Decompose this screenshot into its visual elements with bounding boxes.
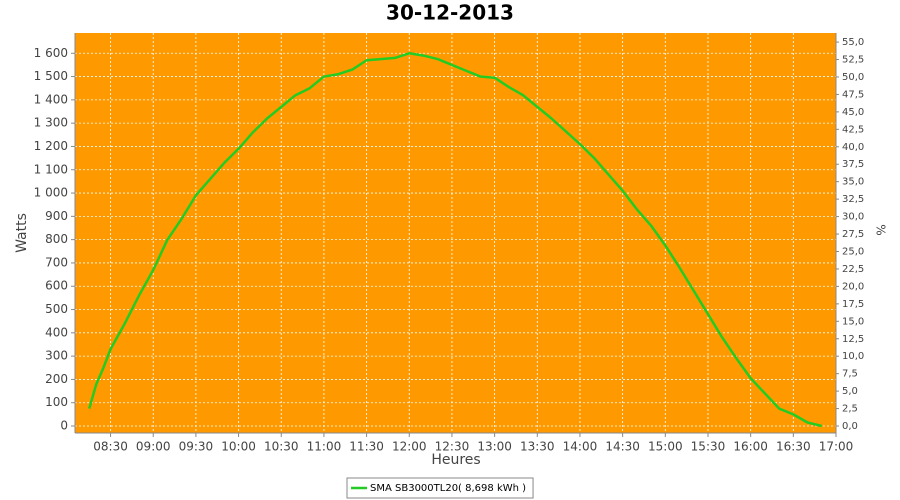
y-tick-label: 1 100 (34, 162, 68, 176)
y2-tick-label: 42,5 (842, 124, 864, 135)
x-tick-label: 14:00 (563, 440, 598, 454)
y2-tick-label: 35,0 (842, 177, 864, 188)
x-tick-label: 08:30 (93, 440, 128, 454)
x-tick-label: 10:00 (221, 440, 256, 454)
x-axis-label: Heures (431, 452, 480, 468)
x-tick-label: 09:00 (136, 440, 171, 454)
y2-tick-label: 30,0 (842, 212, 864, 223)
x-tick-label: 14:30 (605, 440, 640, 454)
y-tick-label: 300 (45, 349, 68, 363)
x-tick-label: 16:30 (776, 440, 811, 454)
y2-tick-label: 40,0 (842, 142, 864, 153)
x-tick-label: 15:00 (648, 440, 683, 454)
legend-box (346, 477, 534, 499)
y-tick-label: 900 (45, 209, 68, 223)
y2-tick-label: 52,5 (842, 55, 864, 66)
x-tick-label: 11:00 (307, 440, 342, 454)
x-tick-label: 16:00 (733, 440, 768, 454)
y2-tick-label: 50,0 (842, 72, 864, 83)
y2-tick-label: 12,5 (842, 334, 864, 345)
y-tick-label: 800 (45, 232, 68, 246)
y-tick-label: 1 400 (34, 92, 68, 106)
y-tick-label: 400 (45, 325, 68, 339)
x-tick-label: 15:30 (691, 440, 726, 454)
series-line (88, 52, 823, 428)
y2-tick-label: 5,0 (842, 386, 858, 397)
x-tick-label: 10:30 (264, 440, 299, 454)
y-tick-label: 0 (60, 419, 68, 433)
y-tick-label: 1 500 (34, 69, 68, 83)
y-tick-label: 600 (45, 279, 68, 293)
chart-title: 30-12-2013 (386, 1, 514, 25)
x-tick-label: 11:30 (349, 440, 384, 454)
legend-label: SMA SB3000TL20( 8,698 kWh ) (370, 483, 526, 494)
y2-tick-label: 27,5 (842, 229, 864, 240)
y2-tick-label: 32,5 (842, 194, 864, 205)
y2-tick-label: 10,0 (842, 351, 864, 362)
y2-tick-label: 47,5 (842, 89, 864, 100)
y2-tick-label: 45,0 (842, 107, 864, 118)
x-tick-label: 09:30 (179, 440, 214, 454)
y-tick-label: 200 (45, 372, 68, 386)
y-tick-label: 500 (45, 302, 68, 316)
y2-tick-label: 25,0 (842, 246, 864, 257)
y2-tick-label: 2,5 (842, 404, 858, 415)
plot-area (75, 33, 836, 433)
y2-tick-label: 7,5 (842, 369, 858, 380)
y2-tick-label: 0,0 (842, 421, 858, 432)
y2-tick-label: 22,5 (842, 264, 864, 275)
y2-tick-label: 37,5 (842, 159, 864, 170)
x-tick-label: 13:00 (477, 440, 512, 454)
y-tick-label: 100 (45, 395, 68, 409)
y2-tick-label: 15,0 (842, 316, 864, 327)
y-tick-label: 1 600 (34, 46, 68, 60)
x-tick-label: 13:30 (520, 440, 555, 454)
y2-tick-label: 20,0 (842, 281, 864, 292)
legend: SMA SB3000TL20( 8,698 kWh ) (346, 477, 534, 499)
x-tick-label: 12:30 (435, 440, 470, 454)
y-tick-label: 1 000 (34, 186, 68, 200)
y2-tick-label: 55,0 (842, 37, 864, 48)
x-tick-label: 17:00 (819, 440, 854, 454)
x-tick-label: 12:00 (392, 440, 427, 454)
y-tick-label: 1 300 (34, 116, 68, 130)
y-tick-label: 700 (45, 255, 68, 269)
y-axis-label: Watts (14, 213, 30, 253)
y2-axis-label: % (874, 224, 888, 235)
y-tick-label: 1 200 (34, 139, 68, 153)
y2-tick-label: 17,5 (842, 299, 864, 310)
